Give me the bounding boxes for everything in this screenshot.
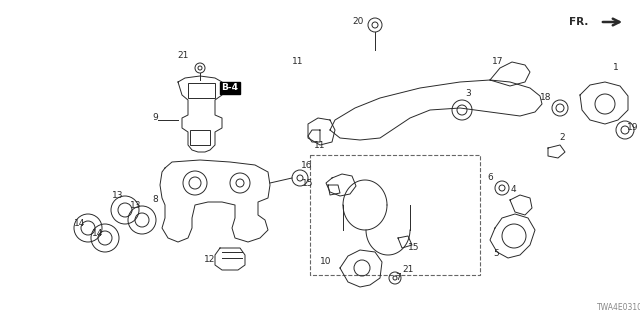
Bar	[190, 130, 210, 145]
Text: 9: 9	[152, 113, 158, 122]
Text: 18: 18	[540, 93, 552, 102]
Text: 15: 15	[302, 179, 314, 188]
Text: 13: 13	[131, 202, 141, 211]
Text: B-4: B-4	[221, 84, 239, 92]
Text: 10: 10	[320, 258, 332, 267]
Text: 11: 11	[292, 58, 304, 67]
Bar	[310, 155, 480, 275]
Text: 11: 11	[314, 140, 326, 149]
Text: 21: 21	[177, 51, 189, 60]
Text: 8: 8	[152, 196, 158, 204]
Text: 19: 19	[627, 124, 639, 132]
Text: 1: 1	[613, 63, 619, 73]
Text: FR.: FR.	[568, 17, 588, 27]
Text: 7: 7	[395, 274, 401, 283]
Text: 13: 13	[112, 191, 124, 201]
Text: 4: 4	[510, 186, 516, 195]
Text: 14: 14	[74, 219, 86, 228]
Text: 17: 17	[492, 58, 504, 67]
Text: 2: 2	[559, 133, 565, 142]
Text: 15: 15	[408, 244, 420, 252]
Bar	[188, 83, 215, 98]
Text: 6: 6	[487, 173, 493, 182]
Text: 21: 21	[403, 266, 413, 275]
Text: 16: 16	[301, 162, 313, 171]
Text: 5: 5	[493, 249, 499, 258]
Text: 14: 14	[92, 228, 104, 237]
Text: 12: 12	[204, 255, 216, 265]
Text: TWA4E0310: TWA4E0310	[597, 303, 640, 313]
Text: 20: 20	[352, 18, 364, 27]
Text: 3: 3	[465, 89, 471, 98]
